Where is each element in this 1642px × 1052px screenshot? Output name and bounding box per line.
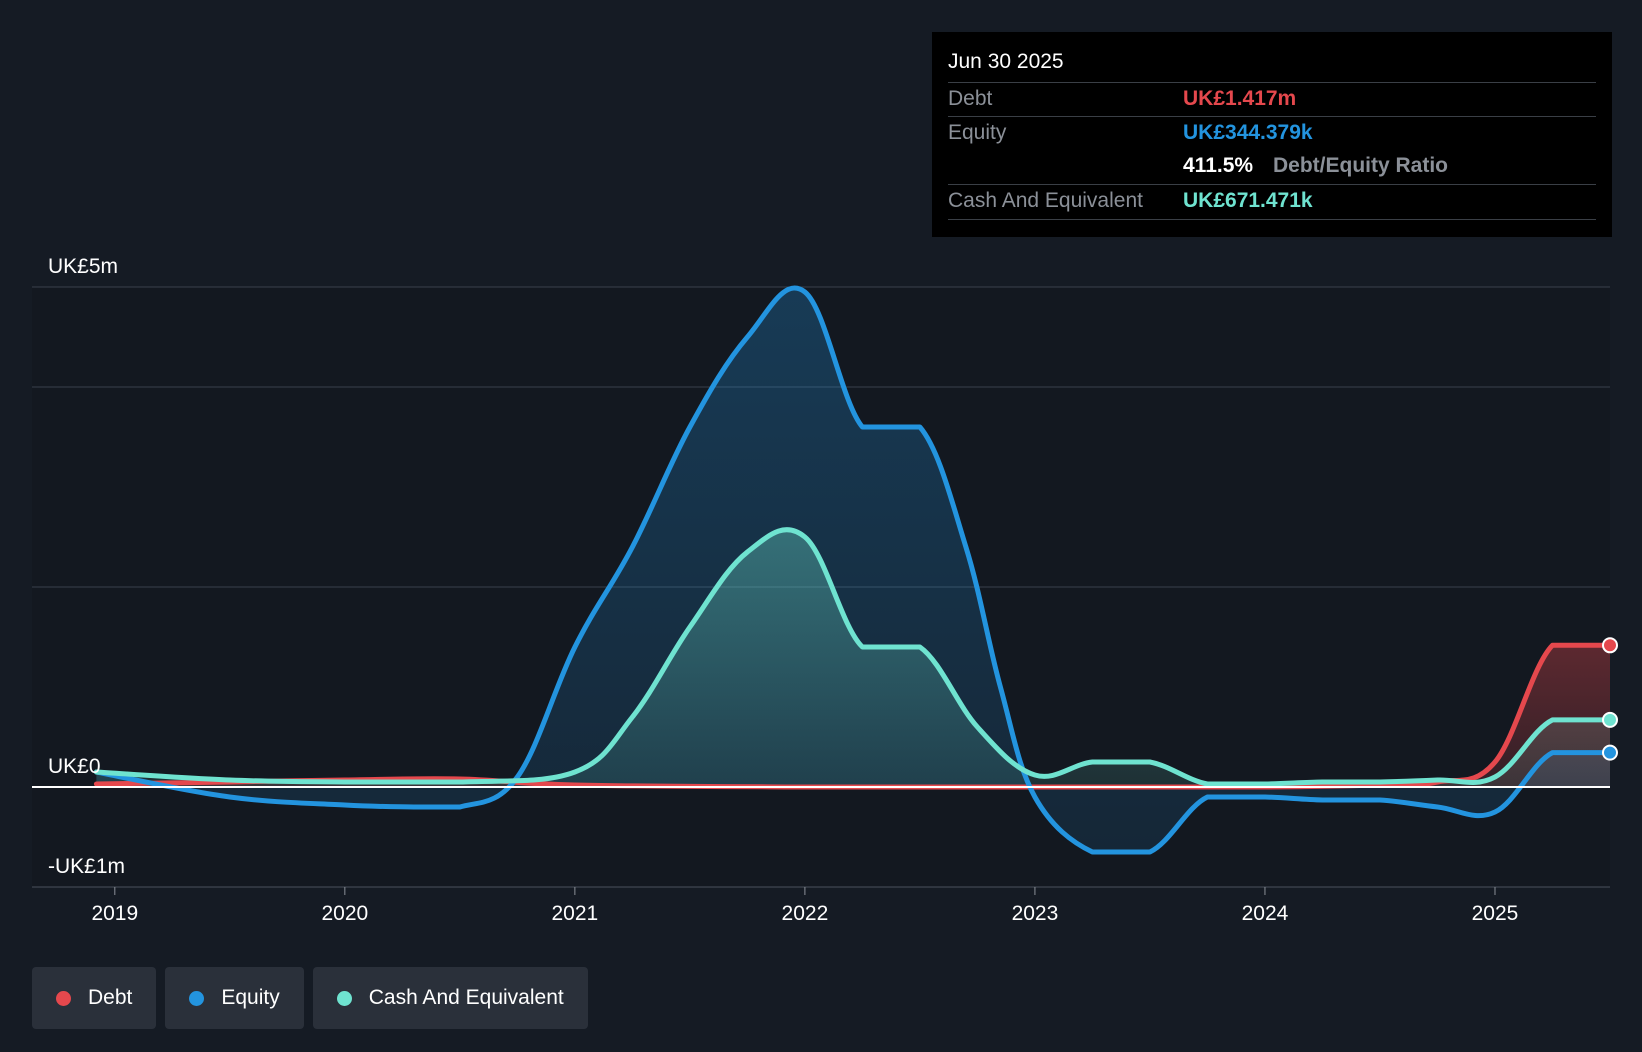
tooltip-row-ratio: 411.5% Debt/Equity Ratio (948, 150, 1596, 184)
line-cash-and-equivalent (93, 527, 1613, 787)
legend-cash-label: Cash And Equivalent (368, 986, 564, 1009)
tooltip-row-equity: Equity UK£344.379k (948, 116, 1596, 151)
y-tick-label: UK£5m (48, 255, 118, 278)
legend-item-cash[interactable]: Cash And Equivalent (312, 967, 588, 1029)
tooltip-date: Jun 30 2025 (948, 50, 1064, 73)
x-tick-label: 2020 (321, 902, 368, 925)
equity-dot-icon (189, 990, 205, 1006)
legend-equity-label: Equity (221, 986, 280, 1009)
tooltip-ratio-value: 411.5% (1183, 154, 1254, 177)
y-axis-labels: UK£5m UK£0 -UK£1m (48, 255, 125, 878)
tooltip-equity-label: Equity (948, 121, 1007, 144)
end-marker-debt (1602, 637, 1618, 654)
legend-debt-label: Debt (88, 986, 133, 1009)
x-tick-label: 2019 (91, 902, 138, 925)
tooltip-row-cash: Cash And Equivalent UK£671.471k (948, 184, 1596, 220)
tooltip-row-debt: Debt UK£1.417m (948, 82, 1596, 117)
x-tick-label: 2025 (1472, 902, 1519, 925)
series-areas (96, 288, 1610, 853)
x-tick-label: 2023 (1012, 902, 1059, 925)
end-marker-equity (1602, 744, 1618, 761)
series-end-markers (1602, 637, 1618, 761)
legend: Debt Equity Cash And Equivalent (32, 967, 588, 1029)
cash-dot-icon (336, 990, 352, 1006)
legend-item-equity[interactable]: Equity (165, 967, 304, 1029)
x-axis-labels: 2019 2020 2021 2022 2023 2024 2025 (91, 887, 1518, 925)
tooltip-debt-value: UK£1.417m (1183, 87, 1297, 110)
line-equity (93, 285, 1613, 855)
tooltip-cash-label: Cash And Equivalent (948, 189, 1143, 212)
y-tick-label: -UK£1m (48, 855, 125, 878)
tooltip-cash-value: UK£671.471k (1183, 189, 1313, 212)
tooltip-ratio-label: Debt/Equity Ratio (1273, 154, 1449, 177)
legend-item-debt[interactable]: Debt (32, 967, 157, 1029)
end-marker-cash-and-equivalent (1602, 711, 1618, 728)
y-tick-label: UK£0 (48, 755, 101, 778)
area-equity (96, 288, 1610, 853)
area-cash-and-equivalent (96, 529, 1610, 787)
x-tick-label: 2024 (1242, 902, 1289, 925)
x-tick-label: 2022 (782, 902, 829, 925)
tooltip-equity-value: UK£344.379k (1183, 121, 1313, 144)
debt-dot-icon (56, 990, 71, 1006)
tooltip-panel: Jun 30 2025 Debt UK£1.417m Equity UK£344… (932, 32, 1612, 237)
x-tick-label: 2021 (552, 902, 599, 925)
tooltip-debt-label: Debt (948, 87, 993, 110)
